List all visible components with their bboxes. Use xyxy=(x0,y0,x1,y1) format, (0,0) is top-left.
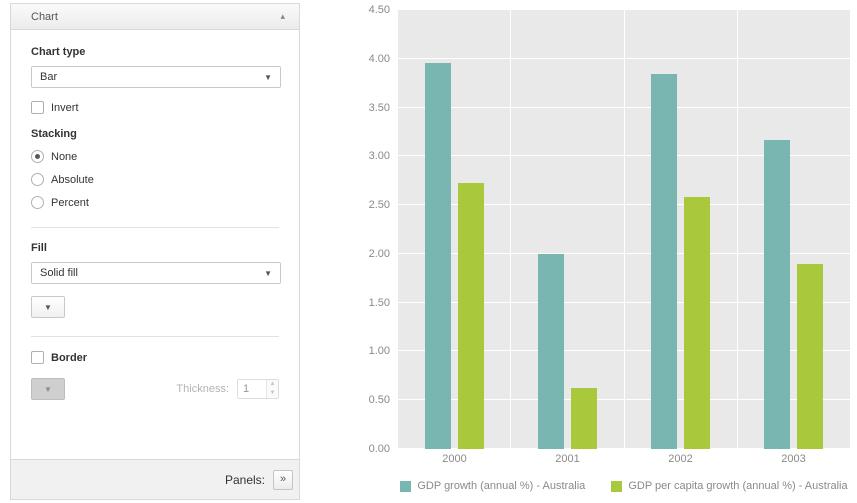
legend: GDP growth (annual %) - Australia GDP per… xyxy=(398,480,850,492)
fill-color-button[interactable]: ▼ xyxy=(31,296,65,318)
invert-label: Invert xyxy=(51,101,79,114)
bar xyxy=(570,387,597,449)
invert-checkbox-row[interactable]: Invert xyxy=(31,101,279,114)
bar-group xyxy=(398,10,510,449)
thickness-label: Thickness: xyxy=(176,383,229,395)
x-tick-label: 2003 xyxy=(781,453,806,465)
y-tick-label: 1.50 xyxy=(368,296,390,309)
bar xyxy=(424,62,451,449)
y-tick-label: 3.50 xyxy=(368,101,390,114)
x-axis-row: 2000 2001 2002 2003 xyxy=(352,449,850,469)
legend-label: GDP growth (annual %) - Australia xyxy=(417,480,586,492)
y-tick-label: 0.50 xyxy=(368,394,390,407)
legend-item: GDP per capita growth (annual %) - Austr… xyxy=(611,480,848,492)
chart-region: 0.00 0.50 1.00 1.50 2.00 2.50 3.00 3.50 4.00 4.50… xyxy=(300,0,857,503)
spinner-down-icon[interactable]: ▼ xyxy=(267,389,278,398)
divider xyxy=(31,227,279,228)
collapse-icon[interactable]: ▴ xyxy=(280,11,285,21)
legend-swatch xyxy=(400,480,412,492)
gridline xyxy=(398,9,850,10)
panels-label: Panels: xyxy=(224,472,265,487)
thickness-spinners: ▲ ▼ xyxy=(266,380,278,398)
panel-header[interactable]: Chart ▴ xyxy=(11,4,299,30)
legend-swatch xyxy=(611,480,623,492)
stacking-option-absolute[interactable]: Absolute xyxy=(31,173,279,186)
stacking-absolute-label: Absolute xyxy=(51,173,94,186)
fill-label: Fill xyxy=(31,242,47,254)
radio-absolute[interactable] xyxy=(31,173,44,186)
legend-item: GDP growth (annual %) - Australia xyxy=(400,480,585,492)
x-tick-label: 2002 xyxy=(668,453,693,465)
chart-type-label: Chart type xyxy=(31,46,86,58)
y-axis: 0.00 0.50 1.00 1.50 2.00 2.50 3.00 3.50 4.00 4.50 xyxy=(352,4,390,455)
radio-percent[interactable] xyxy=(31,196,44,209)
bar xyxy=(537,253,564,449)
panel-body: Chart type Bar ▼ Invert Stacking None Ab… xyxy=(11,30,299,459)
bar-group xyxy=(623,10,737,449)
panel-title: Chart xyxy=(31,10,58,23)
y-tick-label: 1.00 xyxy=(368,345,390,358)
stacking-option-percent[interactable]: Percent xyxy=(31,196,279,209)
fill-dropdown[interactable]: Solid fill ▼ xyxy=(31,262,281,284)
legend-row: GDP growth (annual %) - Australia GDP per… xyxy=(352,469,850,503)
stacking-percent-label: Percent xyxy=(51,196,89,209)
panel-footer: Panels: » xyxy=(11,459,299,499)
border-color-button[interactable]: ▼ xyxy=(31,378,65,400)
thickness-stepper: ▲ ▼ xyxy=(237,379,279,399)
bar xyxy=(684,197,711,449)
x-tick-label: 2000 xyxy=(442,453,467,465)
chart-panel: Chart ▴ Chart type Bar ▼ Invert Stacking… xyxy=(10,3,300,500)
panels-expand-button[interactable]: » xyxy=(273,469,293,490)
border-checkbox[interactable] xyxy=(31,351,44,364)
y-tick-label: 4.50 xyxy=(368,4,390,16)
y-tick-label: 4.00 xyxy=(368,52,390,65)
y-tick-label: 2.50 xyxy=(368,199,390,212)
legend-label: GDP per capita growth (annual %) - Austr… xyxy=(628,480,848,492)
chart-row: 0.00 0.50 1.00 1.50 2.00 2.50 3.00 3.50 4.00 4.50 xyxy=(352,4,850,455)
chart-type-value: Bar xyxy=(40,71,58,83)
bar-group xyxy=(736,10,850,449)
plot-area xyxy=(398,9,850,449)
stacking-option-none[interactable]: None xyxy=(31,150,279,163)
border-checkbox-row[interactable]: Border xyxy=(31,351,279,364)
thickness-input[interactable] xyxy=(238,380,266,398)
stacking-label: Stacking xyxy=(31,128,77,140)
bar xyxy=(651,74,678,449)
radio-none[interactable] xyxy=(31,150,44,163)
bar xyxy=(764,139,791,449)
bar xyxy=(797,263,824,449)
chevron-down-icon: ▼ xyxy=(264,73,272,82)
divider xyxy=(31,336,279,337)
bar-groups xyxy=(398,10,850,449)
bar-group xyxy=(510,10,623,449)
invert-checkbox[interactable] xyxy=(31,101,44,114)
chevron-down-icon: ▼ xyxy=(264,269,272,278)
fill-value: Solid fill xyxy=(40,267,78,279)
y-tick-label: 2.00 xyxy=(368,247,390,260)
y-tick-label: 0.00 xyxy=(368,443,390,455)
spinner-up-icon[interactable]: ▲ xyxy=(267,380,278,389)
border-label: Border xyxy=(51,351,88,364)
y-tick-label: 3.00 xyxy=(368,150,390,163)
x-tick-label: 2001 xyxy=(555,453,580,465)
x-axis: 2000 2001 2002 2003 xyxy=(398,453,850,465)
chart-type-dropdown[interactable]: Bar ▼ xyxy=(31,66,281,88)
bar xyxy=(457,182,484,449)
stacking-none-label: None xyxy=(51,150,78,163)
border-options-row: ▼ Thickness: ▲ ▼ xyxy=(31,378,279,400)
